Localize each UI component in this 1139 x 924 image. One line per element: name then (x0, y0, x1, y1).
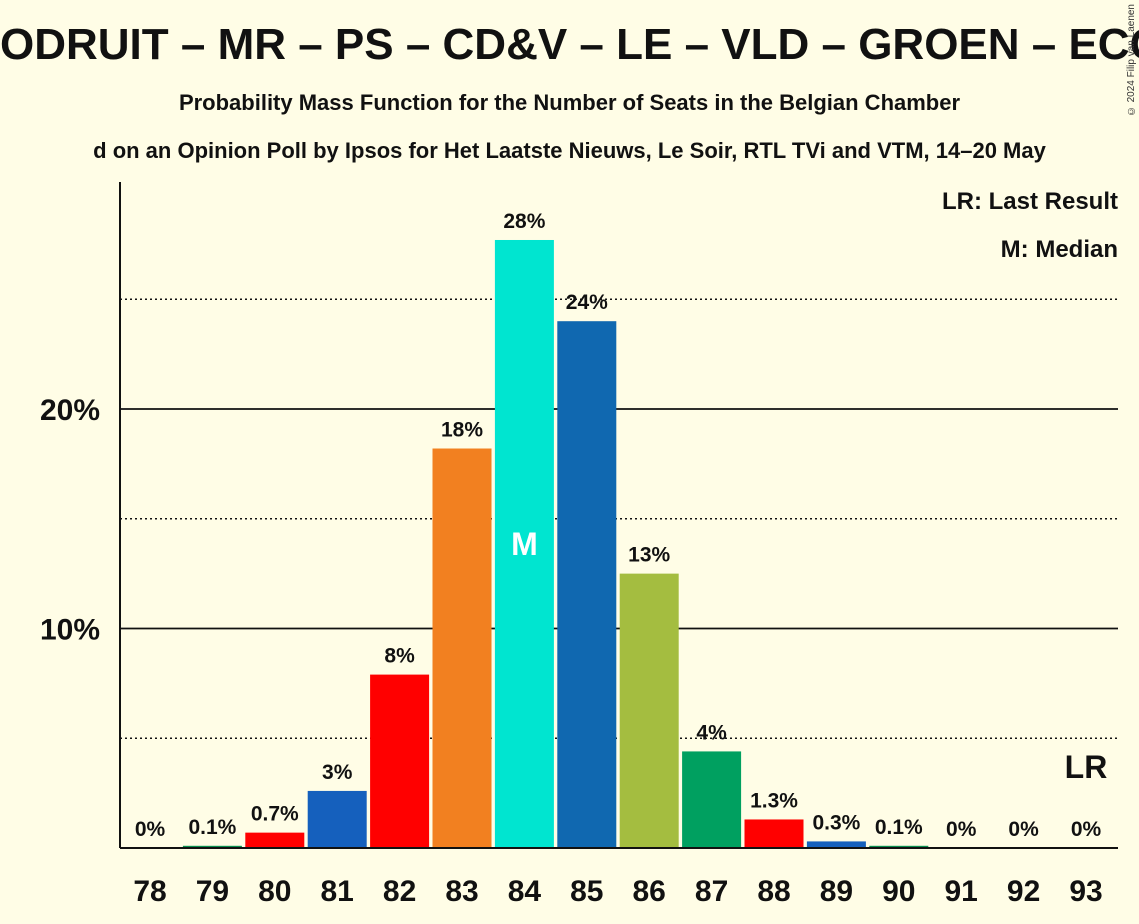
data-label-seat-84: 28% (503, 210, 545, 233)
legend-median: M: Median (1001, 236, 1118, 263)
data-label-seat-80: 0.7% (251, 803, 299, 826)
bar-seat-90 (869, 845, 929, 848)
x-tick-label-87: 87 (695, 875, 728, 908)
bar-seat-83 (432, 448, 492, 848)
x-tick-label-83: 83 (445, 875, 478, 908)
bar-seat-84 (494, 239, 554, 849)
gridlines (120, 298, 1118, 739)
bars (182, 239, 929, 849)
x-tick-label-90: 90 (882, 875, 915, 908)
x-tick-label-93: 93 (1069, 875, 1102, 908)
data-label-seat-79: 0.1% (188, 816, 236, 839)
data-label-seat-90: 0.1% (875, 816, 923, 839)
bar-seat-89 (806, 841, 866, 848)
x-tick-label-80: 80 (258, 875, 291, 908)
data-label-seat-92: 0% (1008, 818, 1039, 841)
x-tick-label-92: 92 (1007, 875, 1040, 908)
data-label-seat-93: 0% (1071, 818, 1102, 841)
data-label-seat-91: 0% (946, 818, 977, 841)
data-label-seat-88: 1.3% (750, 789, 798, 812)
bar-seat-87 (682, 751, 742, 848)
data-label-seat-89: 0.3% (812, 811, 860, 834)
chart-source-line: d on an Opinion Poll by Ipsos for Het La… (93, 138, 1046, 163)
x-tick-label-85: 85 (570, 875, 603, 908)
bar-seat-81 (307, 790, 367, 848)
bar-seat-88 (744, 819, 804, 848)
y-tick-label: 10% (40, 614, 100, 647)
data-label-seat-81: 3% (322, 761, 353, 784)
x-tick-label-86: 86 (633, 875, 666, 908)
data-label-seat-85: 24% (566, 291, 608, 314)
x-tick-label-78: 78 (133, 875, 166, 908)
bar-seat-79 (182, 845, 242, 848)
x-tick-label-89: 89 (820, 875, 853, 908)
chart-title: ODRUIT – MR – PS – CD&V – LE – VLD – GRO… (0, 20, 1139, 69)
x-tick-label-79: 79 (196, 875, 229, 908)
data-label-seat-82: 8% (384, 645, 415, 668)
y-tick-label: 20% (40, 394, 100, 427)
data-label-seat-83: 18% (441, 419, 483, 442)
data-label-seat-86: 13% (628, 544, 670, 567)
data-label-seat-87: 4% (696, 721, 727, 744)
x-tick-label-91: 91 (945, 875, 978, 908)
x-tick-label-84: 84 (508, 875, 542, 908)
x-tick-label-88: 88 (757, 875, 790, 908)
bar-seat-80 (245, 832, 305, 848)
data-label-seat-78: 0% (135, 818, 166, 841)
x-tick-label-82: 82 (383, 875, 416, 908)
bar-seat-82 (370, 674, 430, 848)
axes: 10% 20% 78 79 80 81 82 83 84 85 86 87 88 89 90 91 92 93 (40, 182, 1118, 908)
bar-seat-86 (619, 573, 679, 848)
median-marker: M (511, 526, 538, 562)
data-labels: 0% 0.1% 0.7% 3% 8% 18% 28% M 24% 13% 4% 1.3% 0.3% 0.1… (135, 210, 1108, 841)
last-result-marker: LR (1065, 749, 1108, 785)
x-tick-label-81: 81 (321, 875, 354, 908)
legend-last-result: LR: Last Result (942, 188, 1118, 215)
bar-seat-85 (557, 321, 617, 848)
chart-subtitle: Probability Mass Function for the Number… (178, 90, 961, 115)
